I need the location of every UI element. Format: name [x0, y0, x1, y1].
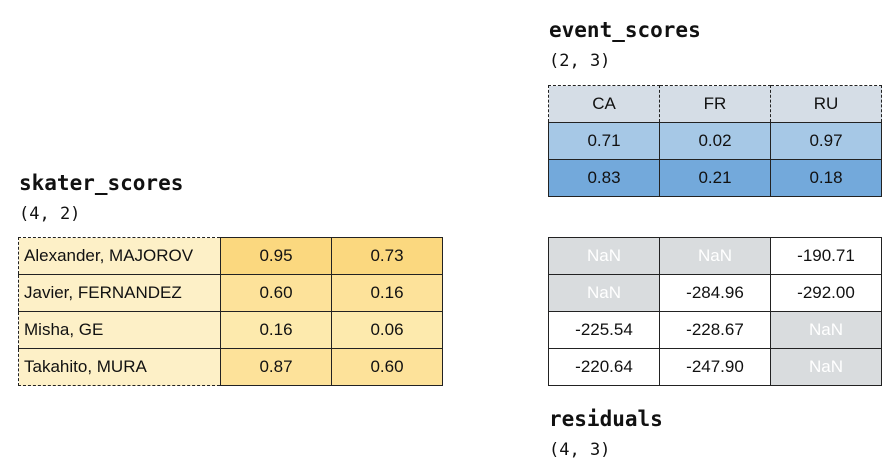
- skater-scores-table: Alexander, MAJOROV 0.95 0.73 Javier, FER…: [18, 237, 443, 386]
- residual-row: -220.64 -247.90 NaN: [548, 348, 882, 386]
- skater-score-cell: 0.87: [220, 348, 332, 386]
- residual-cell: NaN: [548, 274, 660, 312]
- skater-row: Misha, GE 0.16 0.06: [18, 311, 443, 349]
- skater-score-cell: 0.60: [331, 348, 443, 386]
- event-scores-row: 0.83 0.21 0.18: [548, 159, 882, 197]
- event-scores-table: CA FR RU 0.71 0.02 0.97 0.83 0.21 0.18: [548, 85, 882, 197]
- skater-name-label: Misha, GE: [18, 311, 221, 349]
- event-score-cell: 0.83: [548, 159, 660, 197]
- skater-score-cell: 0.60: [220, 274, 332, 312]
- residual-cell: -228.67: [659, 311, 771, 349]
- skater-row: Alexander, MAJOROV 0.95 0.73: [18, 237, 443, 275]
- residual-cell: NaN: [770, 311, 882, 349]
- skater-score-cell: 0.73: [331, 237, 443, 275]
- event-scores-shape: (2, 3): [549, 51, 611, 71]
- event-scores-title: event_scores: [549, 18, 701, 42]
- skater-row: Javier, FERNANDEZ 0.60 0.16: [18, 274, 443, 312]
- residual-cell: NaN: [770, 348, 882, 386]
- skater-row: Takahito, MURA 0.87 0.60: [18, 348, 443, 386]
- residual-cell: -225.54: [548, 311, 660, 349]
- event-score-cell: 0.21: [659, 159, 771, 197]
- event-score-cell: 0.71: [548, 122, 660, 160]
- skater-score-cell: 0.16: [331, 274, 443, 312]
- residual-cell: -284.96: [659, 274, 771, 312]
- residual-row: NaN -284.96 -292.00: [548, 274, 882, 312]
- residual-row: -225.54 -228.67 NaN: [548, 311, 882, 349]
- residuals-title: residuals: [549, 407, 663, 431]
- event-score-cell: 0.02: [659, 122, 771, 160]
- skater-name-label: Alexander, MAJOROV: [18, 237, 221, 275]
- skater-score-cell: 0.95: [220, 237, 332, 275]
- skater-scores-title: skater_scores: [19, 171, 184, 195]
- event-col-header: RU: [770, 85, 882, 123]
- event-scores-row: 0.71 0.02 0.97: [548, 122, 882, 160]
- skater-name-label: Javier, FERNANDEZ: [18, 274, 221, 312]
- event-col-header: FR: [659, 85, 771, 123]
- event-scores-header-row: CA FR RU: [548, 85, 882, 123]
- skater-score-cell: 0.16: [220, 311, 332, 349]
- residual-cell: -292.00: [770, 274, 882, 312]
- residual-cell: -220.64: [548, 348, 660, 386]
- event-col-header: CA: [548, 85, 660, 123]
- residual-cell: -190.71: [770, 237, 882, 275]
- skater-scores-shape: (4, 2): [19, 204, 81, 224]
- residuals-shape: (4, 3): [549, 440, 611, 460]
- event-score-cell: 0.18: [770, 159, 882, 197]
- skater-name-label: Takahito, MURA: [18, 348, 221, 386]
- residual-cell: NaN: [659, 237, 771, 275]
- residual-row: NaN NaN -190.71: [548, 237, 882, 275]
- residual-cell: -247.90: [659, 348, 771, 386]
- residuals-table: NaN NaN -190.71 NaN -284.96 -292.00 -225…: [548, 237, 882, 386]
- event-score-cell: 0.97: [770, 122, 882, 160]
- residual-cell: NaN: [548, 237, 660, 275]
- skater-score-cell: 0.06: [331, 311, 443, 349]
